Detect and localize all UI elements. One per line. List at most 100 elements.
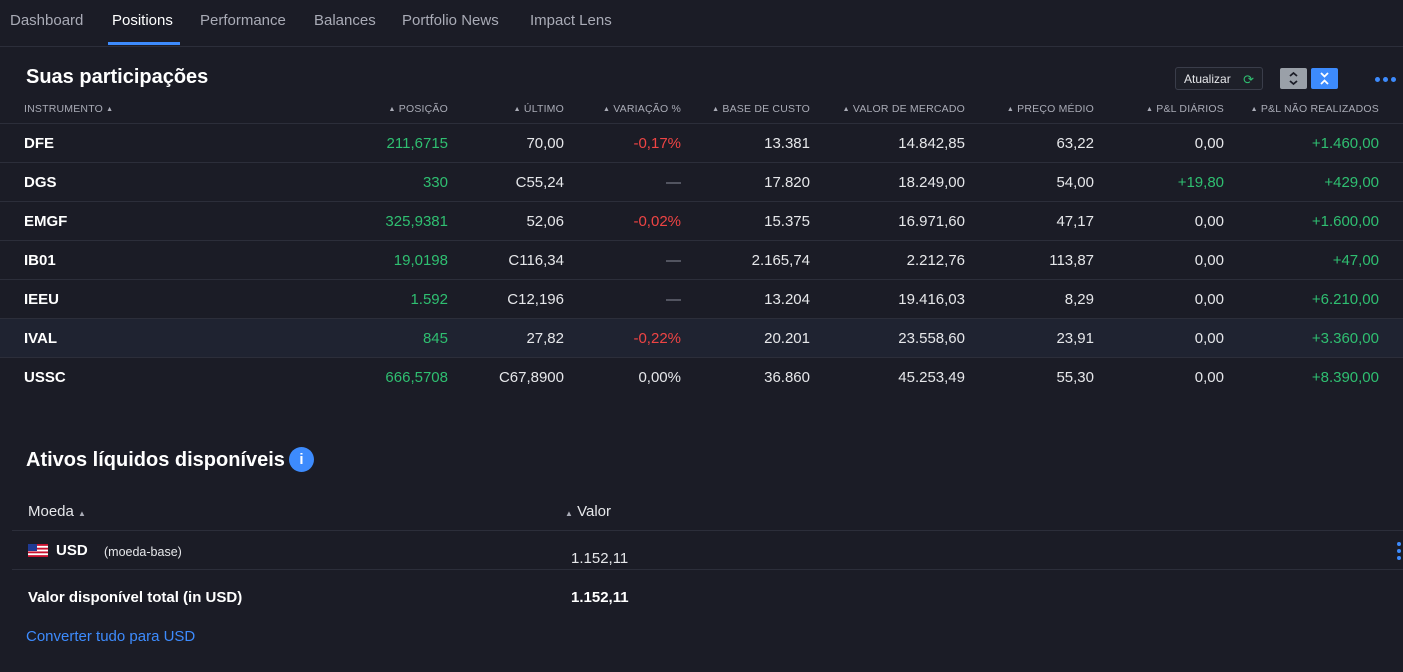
cell-symbol: DFE bbox=[24, 135, 54, 152]
cell-change: 0,00% bbox=[638, 369, 681, 386]
table-row[interactable]: USSC 666,5708 C67,8900 0,00% 36.860 45.2… bbox=[0, 358, 1403, 396]
cell-change: -0,17% bbox=[633, 135, 681, 152]
cash-table-header: Moeda ▲ ▲ Valor bbox=[12, 498, 1403, 531]
cell-market-value: 18.249,00 bbox=[898, 174, 965, 191]
cell-position: 19,0198 bbox=[393, 252, 448, 269]
cell-cost-basis: 2.165,74 bbox=[751, 252, 810, 269]
cell-change: — bbox=[666, 174, 681, 191]
cell-symbol: IEEU bbox=[24, 291, 60, 308]
cell-daily-pnl: 0,00 bbox=[1194, 330, 1224, 347]
tab-balances[interactable]: Balances bbox=[314, 12, 376, 29]
us-flag-icon bbox=[28, 544, 48, 557]
cell-change: — bbox=[666, 291, 681, 308]
row-menu-icon[interactable] bbox=[1397, 542, 1402, 562]
cell-market-value: 23.558,60 bbox=[898, 330, 965, 347]
cell-market-value: 14.842,85 bbox=[898, 135, 965, 152]
tab-positions[interactable]: Positions bbox=[112, 12, 173, 29]
table-row[interactable]: IVAL 845 27,82 -0,22% 20.201 23.558,60 2… bbox=[0, 319, 1403, 358]
cell-daily-pnl: 0,00 bbox=[1194, 369, 1224, 386]
cell-unrealized-pnl: +429,00 bbox=[1324, 174, 1379, 191]
cell-market-value: 16.971,60 bbox=[898, 213, 965, 230]
info-icon[interactable]: i bbox=[289, 447, 314, 472]
table-row[interactable]: IB01 19,0198 C116,34 — 2.165,74 2.212,76… bbox=[0, 241, 1403, 280]
tab-dashboard[interactable]: Dashboard bbox=[10, 12, 84, 29]
tab-performance[interactable]: Performance bbox=[200, 12, 286, 29]
cash-title: Ativos líquidos disponíveis bbox=[26, 449, 285, 471]
cell-avg-price: 63,22 bbox=[1056, 135, 1094, 152]
cash-value: 1.152,11 bbox=[571, 550, 629, 567]
tab-portfolio-news[interactable]: Portfolio News bbox=[402, 12, 499, 29]
top-nav: Dashboard Positions Performance Balances… bbox=[0, 0, 1403, 47]
cell-daily-pnl: 0,00 bbox=[1194, 252, 1224, 269]
refresh-button[interactable]: Atualizar ⟳ bbox=[1175, 67, 1263, 90]
currency-code: USD bbox=[56, 542, 88, 559]
table-row[interactable]: DFE 211,6715 70,00 -0,17% 13.381 14.842,… bbox=[0, 124, 1403, 163]
col-variacao[interactable]: ▲ VARIAÇÃO % bbox=[602, 103, 681, 115]
cell-daily-pnl: 0,00 bbox=[1194, 291, 1224, 308]
table-row[interactable]: IEEU 1.592 C12,196 — 13.204 19.416,03 8,… bbox=[0, 280, 1403, 319]
cell-position: 325,9381 bbox=[385, 213, 448, 230]
col-preco-medio[interactable]: ▲ PREÇO MÉDIO bbox=[1006, 103, 1094, 115]
tab-impact-lens[interactable]: Impact Lens bbox=[530, 12, 612, 29]
refresh-icon: ⟳ bbox=[1243, 72, 1254, 87]
convert-all-link[interactable]: Converter tudo para USD bbox=[26, 628, 196, 645]
cell-last: 52,06 bbox=[526, 213, 564, 230]
col-ultimo[interactable]: ▲ ÚLTIMO bbox=[513, 103, 564, 115]
col-valor[interactable]: ▲ Valor bbox=[565, 503, 611, 520]
cell-symbol: IVAL bbox=[24, 330, 58, 347]
cell-last: 70,00 bbox=[526, 135, 564, 152]
col-base-custo[interactable]: ▲ BASE DE CUSTO bbox=[712, 103, 810, 115]
table-row[interactable]: DGS 330 C55,24 — 17.820 18.249,00 54,00 … bbox=[0, 163, 1403, 202]
cell-last: 27,82 bbox=[526, 330, 564, 347]
col-posicao[interactable]: ▲ POSIÇÃO bbox=[388, 103, 448, 115]
cell-position: 330 bbox=[422, 174, 448, 191]
cell-daily-pnl: 0,00 bbox=[1194, 213, 1224, 230]
cell-position: 666,5708 bbox=[385, 369, 448, 386]
cell-unrealized-pnl: +1.600,00 bbox=[1311, 213, 1379, 230]
cell-position: 211,6715 bbox=[386, 135, 448, 152]
collapse-rows-button[interactable] bbox=[1311, 68, 1338, 89]
cell-last: C116,34 bbox=[508, 252, 564, 269]
cell-market-value: 2.212,76 bbox=[906, 252, 965, 269]
cell-cost-basis: 17.820 bbox=[764, 174, 810, 191]
cell-symbol: DGS bbox=[24, 174, 57, 191]
cell-unrealized-pnl: +3.360,00 bbox=[1311, 330, 1379, 347]
cell-symbol: IB01 bbox=[24, 252, 56, 269]
cell-daily-pnl: 0,00 bbox=[1194, 135, 1224, 152]
holdings-table-header: INSTRUMENTO ▲ ▲ POSIÇÃO ▲ ÚLTIMO ▲ VARIA… bbox=[0, 100, 1403, 124]
col-moeda[interactable]: Moeda ▲ bbox=[28, 503, 86, 520]
cell-avg-price: 113,87 bbox=[1049, 252, 1094, 269]
cell-avg-price: 54,00 bbox=[1056, 174, 1094, 191]
cell-avg-price: 47,17 bbox=[1056, 213, 1094, 230]
col-instrumento[interactable]: INSTRUMENTO ▲ bbox=[24, 103, 114, 115]
collapse-icon bbox=[1320, 72, 1329, 85]
cell-position: 1.592 bbox=[410, 291, 448, 308]
cell-cost-basis: 13.204 bbox=[764, 291, 810, 308]
cell-unrealized-pnl: +6.210,00 bbox=[1311, 291, 1379, 308]
currency-note: (moeda-base) bbox=[104, 545, 182, 559]
cell-avg-price: 55,30 bbox=[1056, 369, 1094, 386]
holdings-title: Suas participações bbox=[26, 66, 209, 88]
cell-market-value: 19.416,03 bbox=[898, 291, 965, 308]
cell-last: C12,196 bbox=[507, 291, 564, 308]
total-label: Valor disponível total (in USD) bbox=[28, 589, 243, 606]
cell-symbol: EMGF bbox=[24, 213, 68, 230]
cell-last: C55,24 bbox=[515, 174, 564, 191]
cell-unrealized-pnl: +8.390,00 bbox=[1311, 369, 1379, 386]
cell-market-value: 45.253,49 bbox=[898, 369, 965, 386]
more-options-icon[interactable] bbox=[1375, 70, 1397, 86]
active-tab-indicator bbox=[108, 42, 180, 45]
cell-position: 845 bbox=[422, 330, 448, 347]
cell-change: -0,22% bbox=[633, 330, 681, 347]
expand-rows-button[interactable] bbox=[1280, 68, 1307, 89]
cell-cost-basis: 36.860 bbox=[764, 369, 810, 386]
col-pnl-nao-realizados[interactable]: ▲ P&L NÃO REALIZADOS bbox=[1250, 103, 1379, 115]
expand-icon bbox=[1289, 71, 1298, 86]
cell-cost-basis: 20.201 bbox=[764, 330, 810, 347]
table-row[interactable]: EMGF 325,9381 52,06 -0,02% 15.375 16.971… bbox=[0, 202, 1403, 241]
cash-row-usd[interactable]: USD (moeda-base) bbox=[12, 531, 1403, 570]
cell-change: -0,02% bbox=[633, 213, 681, 230]
col-valor-mercado[interactable]: ▲ VALOR DE MERCADO bbox=[842, 103, 965, 115]
col-pnl-diarios[interactable]: ▲ P&L DIÁRIOS bbox=[1145, 103, 1224, 115]
cell-last: C67,8900 bbox=[498, 369, 564, 386]
